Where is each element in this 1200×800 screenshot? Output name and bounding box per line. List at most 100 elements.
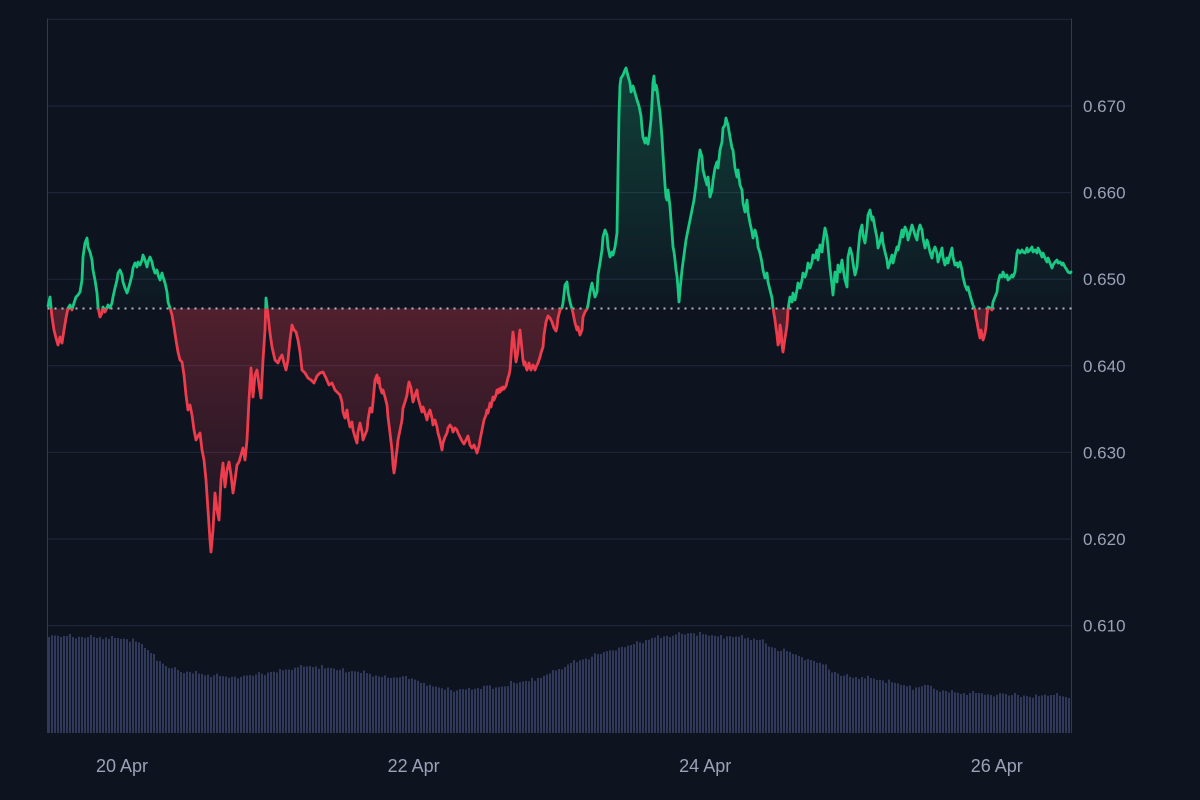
volume-bar <box>315 666 317 733</box>
volume-bar <box>951 690 953 733</box>
volume-bar <box>678 632 680 733</box>
volume-bar <box>666 635 668 733</box>
volume-bar <box>780 651 782 733</box>
volume-bar <box>972 691 974 733</box>
volume-bar <box>828 669 830 733</box>
volume-bar <box>531 677 533 733</box>
volume-bar <box>1005 694 1007 733</box>
volume-bar <box>345 672 347 733</box>
volume-bar <box>183 673 185 733</box>
volume-bar <box>546 674 548 733</box>
volume-bar <box>261 673 263 733</box>
volume-bar <box>600 654 602 733</box>
volume-bar <box>618 647 620 733</box>
volume-bar <box>519 682 521 733</box>
volume-bar <box>153 654 155 733</box>
volume-bar <box>54 635 56 733</box>
volume-bar <box>558 669 560 733</box>
y-axis-label: 0.640 <box>1083 357 1126 376</box>
volume-bar <box>798 656 800 733</box>
volume-bar <box>318 668 320 733</box>
volume-bar <box>651 637 653 733</box>
volume-bar <box>807 659 809 733</box>
volume-bar <box>849 676 851 733</box>
volume-bar <box>66 636 68 733</box>
volume-bar <box>384 675 386 733</box>
volume-bar <box>711 635 713 733</box>
volume-bar <box>624 647 626 733</box>
volume-bar <box>447 687 449 733</box>
volume-bar <box>135 641 137 733</box>
volume-bar <box>942 690 944 733</box>
volume-bar <box>906 686 908 733</box>
y-axis-labels: 0.670 0.660 0.650 0.640 0.630 0.620 0.610 <box>1083 97 1126 636</box>
volume-bar <box>516 683 518 733</box>
volume-bar <box>252 675 254 733</box>
volume-bar <box>987 694 989 733</box>
volume-bar <box>1020 697 1022 733</box>
volume-bar <box>774 648 776 733</box>
volume-bar <box>489 685 491 733</box>
volume-bar <box>690 633 692 733</box>
volume-bar <box>663 636 665 733</box>
volume-bar <box>609 650 611 733</box>
volume-bar <box>243 675 245 733</box>
volume-bar <box>51 635 53 734</box>
volume-bar <box>57 635 59 734</box>
volume-bar <box>279 669 281 733</box>
volume-bar <box>918 687 920 733</box>
volume-bar <box>819 662 821 733</box>
volume-bar <box>465 689 467 733</box>
volume-bar <box>792 654 794 733</box>
volume-bar <box>540 678 542 733</box>
volume-bar <box>960 694 962 733</box>
volume-bar <box>633 644 635 733</box>
volume-bar <box>642 643 644 733</box>
volume-bar <box>435 686 437 733</box>
volume-bar <box>129 641 131 733</box>
volume-bar <box>375 675 377 733</box>
volume-bar <box>831 672 833 733</box>
volume-bar <box>165 666 167 733</box>
volume-bar <box>486 685 488 733</box>
y-axis-label: 0.620 <box>1083 530 1126 549</box>
volume-bar <box>246 675 248 733</box>
volume-bar <box>111 636 113 733</box>
volume-bar <box>699 631 701 733</box>
volume-bar <box>348 671 350 733</box>
volume-bar <box>903 685 905 733</box>
volume-bar <box>693 633 695 733</box>
volume-bar <box>162 663 164 733</box>
volume-bar <box>681 633 683 733</box>
volume-bar <box>474 688 476 733</box>
volume-bar <box>393 677 395 733</box>
volume-bar <box>879 679 881 733</box>
x-axis-labels: 20 Apr 22 Apr 24 Apr 26 Apr <box>96 756 1023 776</box>
volume-bar <box>720 635 722 733</box>
volume-bar <box>759 639 761 733</box>
volume-bar <box>219 675 221 733</box>
volume-bar <box>441 688 443 733</box>
volume-bar <box>1050 695 1052 733</box>
volume-bar <box>231 676 233 733</box>
volume-bar <box>405 676 407 733</box>
volume-bar <box>1011 695 1013 733</box>
volume-bar <box>777 651 779 733</box>
volume-bar <box>513 682 515 733</box>
volume-bar <box>237 678 239 733</box>
x-axis-label: 20 Apr <box>96 756 148 776</box>
volume-bar <box>585 658 587 733</box>
volume-bar <box>159 661 161 733</box>
volume-bar <box>606 651 608 733</box>
volume-bar <box>957 692 959 733</box>
volume-bar <box>927 685 929 733</box>
volume-bar <box>501 686 503 733</box>
volume-bar <box>552 670 554 733</box>
volume-bar <box>60 637 62 733</box>
volume-bar <box>1065 697 1067 733</box>
volume-bar <box>867 675 869 733</box>
volume-bar <box>840 676 842 733</box>
volume-bar <box>504 686 506 733</box>
